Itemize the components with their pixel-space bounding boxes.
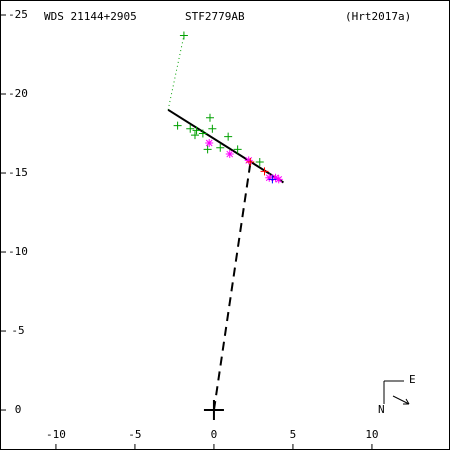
observation [224,132,233,141]
observation [190,131,199,140]
observation [205,113,214,122]
y-tick-label: 0 [15,403,22,416]
compass-arrow-head [403,398,410,405]
compass-north: N [378,403,385,416]
observation [173,121,182,130]
x-tick-label: 5 [290,428,297,441]
primary-star [203,400,224,421]
observation [271,173,280,182]
observation [244,156,253,165]
observation [192,126,201,135]
y-tick-label: -15 [8,166,28,179]
observation [225,150,234,159]
x-tick-label: -10 [46,428,66,441]
observation [179,31,188,40]
observation [255,157,264,166]
compass-arrow [392,395,410,405]
observation [203,145,212,154]
y-tick-label: -20 [8,87,28,100]
observation [208,124,217,133]
observation [268,175,277,184]
x-tick-label: -5 [128,428,141,441]
compass-east: E [409,373,416,386]
observation [205,138,214,147]
reference: (Hrt2017a) [345,10,411,23]
series-line [212,163,252,411]
chart-subtitle: STF2779AB [185,10,245,23]
observation [186,124,195,133]
x-tick-label: 10 [365,428,378,441]
compass: E N [378,373,416,416]
series-line [167,35,185,110]
observation [246,157,255,166]
y-tick-label: -10 [8,245,28,258]
y-tick-label: -5 [11,324,24,337]
observation [265,173,274,182]
observation [216,143,225,152]
y-tick-label: -25 [8,8,28,21]
observation [198,129,207,138]
observation [274,175,283,184]
observation [233,145,242,154]
chart-title: WDS 21144+2905 [44,10,137,23]
observation [260,167,269,176]
x-tick-label: 0 [211,428,218,441]
